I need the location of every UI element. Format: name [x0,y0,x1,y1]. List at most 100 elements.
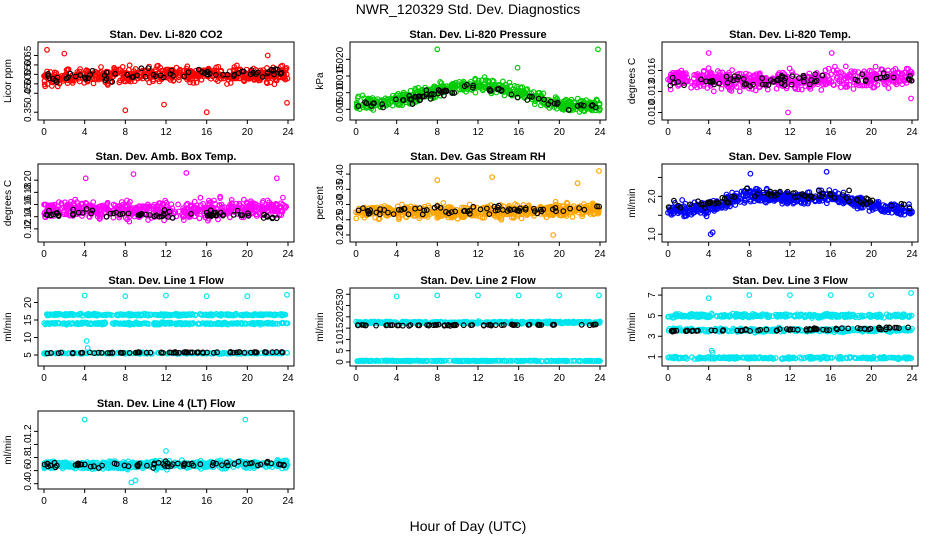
data-point [679,197,686,203]
x-tick-label: 8 [747,249,753,260]
y-tick-label: 10 [23,332,34,344]
data-point [850,86,857,92]
x-tick-label: 0 [353,249,359,260]
data-point [417,87,424,94]
data-point [823,168,830,175]
y-axis-label: degrees C [3,180,14,226]
data-point [176,67,183,74]
data-point [138,65,145,72]
data-point [233,62,240,69]
y-axis-label: ml/min [3,312,14,341]
y-axis-label: degrees C [627,58,638,104]
data-point [718,85,725,92]
y-axis-label: ml/min [315,312,326,341]
data-point [120,72,127,79]
y-tick-label: 5 [23,352,34,358]
data-point [203,109,210,116]
plot-frame [349,163,607,243]
data-point [885,85,892,91]
data-point [596,168,602,174]
y-tick-label: 0.50 [23,74,34,94]
x-tick-label: 8 [123,249,129,260]
data-point [157,72,164,79]
data-point [259,73,266,80]
x-tick-label: 12 [784,127,796,138]
x-tick-label: 20 [866,127,878,138]
x-tick-label: 24 [594,249,606,260]
data-point [538,102,544,109]
data-point [785,109,791,116]
data-point [193,79,200,86]
data-point [81,292,88,299]
chart-title: Stan. Dev. Line 1 Flow [108,275,224,287]
y-axis-label: Licor ppm [3,59,14,103]
data-points [353,168,603,238]
x-tick-label: 20 [554,249,566,260]
data-point [220,71,227,78]
x-tick-label: 4 [82,373,88,384]
data-points [665,168,915,238]
data-point [434,177,441,184]
y-tick-label: 1.0 [647,227,658,241]
data-point [846,187,852,194]
data-point [355,93,362,100]
data-point [477,81,484,88]
data-point [828,50,835,56]
chart-panel-4: Stan. Dev. Amb. Box Temp.degrees C0 4 8 12 1… [3,151,295,260]
x-tick-label: 24 [282,127,294,138]
x-tick-label: 16 [201,127,213,138]
y-tick-label: 2.0 [647,189,658,203]
data-point [175,201,182,208]
data-point [284,291,290,298]
chart-title: Stan. Dev. Li-820 CO2 [110,29,223,41]
data-point [514,64,521,71]
data-point [430,85,436,92]
x-tick-label: 16 [201,249,213,260]
data-point [574,180,581,187]
data-point [273,175,280,182]
x-tick-label: 20 [242,373,254,384]
chart-title: Stan. Dev. Gas Stream RH [410,151,546,163]
x-tick-label: 0 [41,127,47,138]
data-point [72,73,79,80]
y-tick-label: 0.65 [23,45,34,65]
y-tick-label: 0.020 [335,46,346,71]
y-tick-label: 0.40 [335,164,346,184]
data-point [596,101,603,108]
data-point [818,86,825,93]
data-point [42,83,48,90]
data-point [531,101,538,108]
x-tick-label: 4 [394,127,400,138]
data-point [842,63,849,70]
x-tick-label: 8 [747,127,753,138]
data-point [389,102,396,109]
data-point [176,77,182,83]
chart-title: Stan. Dev. Sample Flow [729,151,852,163]
x-tick-label: 4 [82,249,88,260]
data-point [353,215,360,222]
x-tick-label: 20 [242,127,254,138]
y-tick-label: 0.35 [23,102,34,122]
data-points [353,46,603,115]
data-point [122,107,129,114]
x-tick-label: 24 [282,373,294,384]
x-tick-label: 24 [282,249,294,260]
x-tick-label: 4 [82,127,88,138]
data-point [112,70,119,77]
data-points [353,292,603,365]
data-point [908,95,914,102]
data-point [102,77,109,83]
data-point [212,71,219,78]
data-point [61,50,68,57]
x-tick-label: 12 [160,127,172,138]
data-point [175,74,182,81]
data-point [277,70,284,77]
data-points [41,46,291,116]
figure-xlabel: Hour of Day (UTC) [410,518,527,534]
data-point [450,80,457,87]
data-point [519,84,526,90]
